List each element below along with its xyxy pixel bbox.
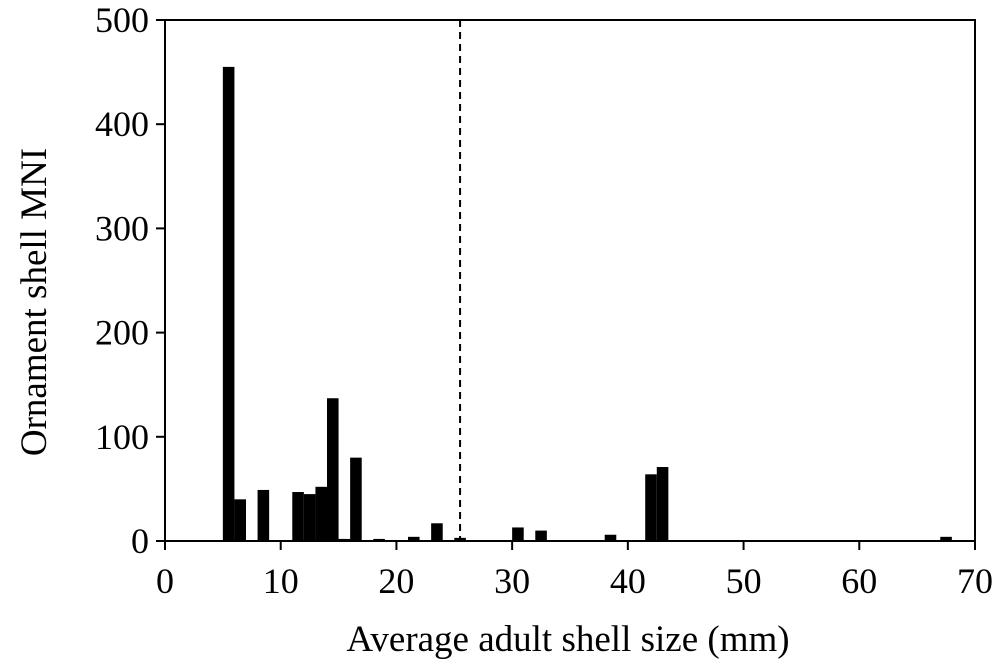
bar-4	[303, 494, 316, 541]
bar-15	[604, 534, 617, 541]
bar-5	[315, 486, 327, 541]
bar-18	[940, 536, 952, 541]
x-tick-label: 70	[957, 561, 993, 601]
bar-0	[222, 66, 235, 541]
x-axis-title: Average adult shell size (mm)	[346, 619, 789, 660]
y-axis-ticks: 0 100 200 300 400 500	[95, 0, 165, 561]
x-axis-ticks: 0 10 20 30 40 50 60 70	[156, 541, 993, 601]
x-tick-label: 60	[841, 561, 877, 601]
bar-16	[645, 474, 657, 541]
bar-1	[234, 499, 246, 541]
x-tick-label: 40	[610, 561, 646, 601]
x-tick-label: 50	[726, 561, 762, 601]
y-tick-label: 400	[95, 104, 149, 144]
y-tick-label: 300	[95, 208, 149, 248]
bar-11	[431, 523, 443, 541]
y-tick-label: 0	[131, 521, 149, 561]
bar-13	[512, 527, 524, 541]
bar-17	[656, 467, 669, 541]
y-axis-title: Ornament shell MNI	[14, 148, 55, 456]
bar-6	[327, 398, 339, 541]
y-tick-label: 100	[95, 417, 149, 457]
bar-14	[535, 530, 547, 541]
bars-group	[222, 66, 952, 541]
y-tick-label: 200	[95, 313, 149, 353]
y-tick-label: 500	[95, 0, 149, 40]
bar-8	[350, 457, 362, 541]
bar-10	[408, 536, 420, 541]
x-tick-label: 0	[156, 561, 174, 601]
bar-9	[373, 538, 385, 541]
bar-3	[292, 492, 304, 541]
x-tick-label: 30	[494, 561, 530, 601]
x-tick-label: 10	[263, 561, 299, 601]
x-tick-label: 20	[378, 561, 414, 601]
plot-area-frame	[164, 19, 976, 542]
bar-7	[338, 538, 351, 541]
bar-2	[257, 489, 270, 541]
